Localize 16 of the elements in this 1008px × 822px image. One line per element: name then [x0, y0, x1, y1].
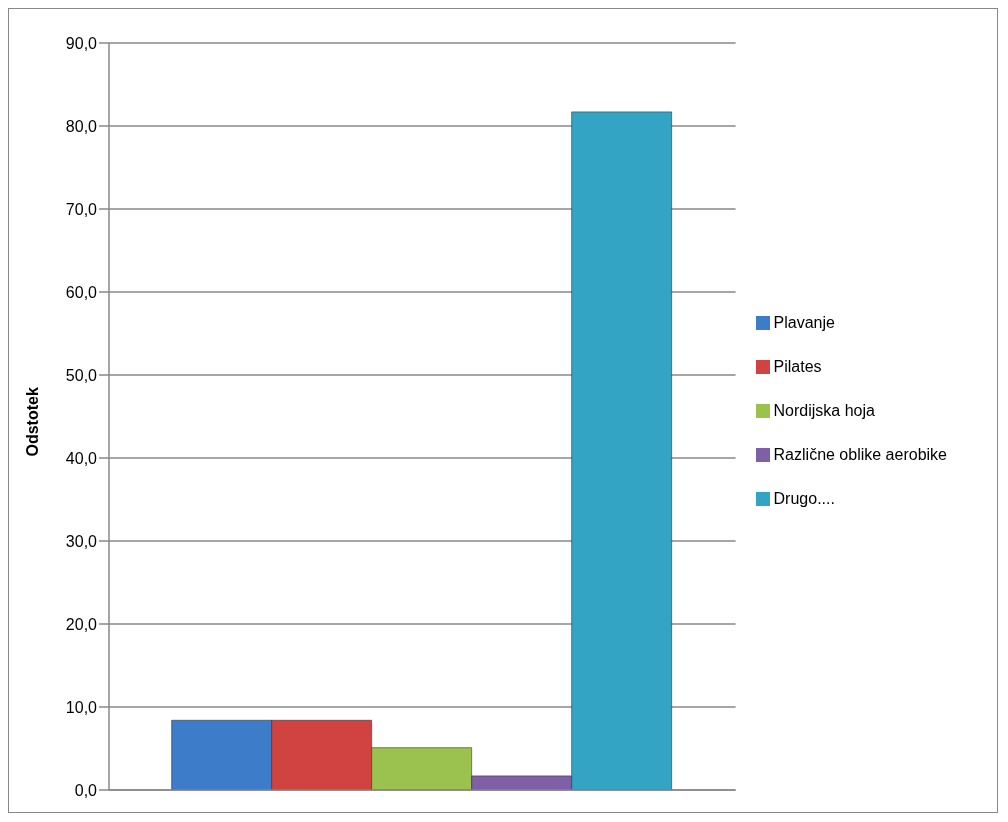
- y-axis-title: Odstotek: [23, 387, 41, 457]
- y-tick-label: 50,0: [65, 366, 98, 384]
- y-tick-label: 0,0: [74, 781, 98, 799]
- legend-label: Nordijska hoja: [773, 401, 875, 419]
- y-tick-label: 80,0: [65, 117, 98, 135]
- legend-label: Plavanje: [773, 313, 835, 331]
- y-tick-label: 40,0: [65, 449, 98, 467]
- y-tick-label: 60,0: [65, 283, 98, 301]
- y-tick-label: 30,0: [65, 532, 98, 550]
- y-tick-label: 90,0: [65, 34, 98, 52]
- legend-label: Različne oblike aerobike: [773, 445, 947, 463]
- legend-label: Pilates: [773, 357, 822, 375]
- y-tick-label: 70,0: [65, 200, 98, 218]
- legend-label: Drugo....: [773, 489, 835, 507]
- y-tick-label: 20,0: [65, 615, 98, 633]
- y-tick-label: 10,0: [65, 698, 98, 716]
